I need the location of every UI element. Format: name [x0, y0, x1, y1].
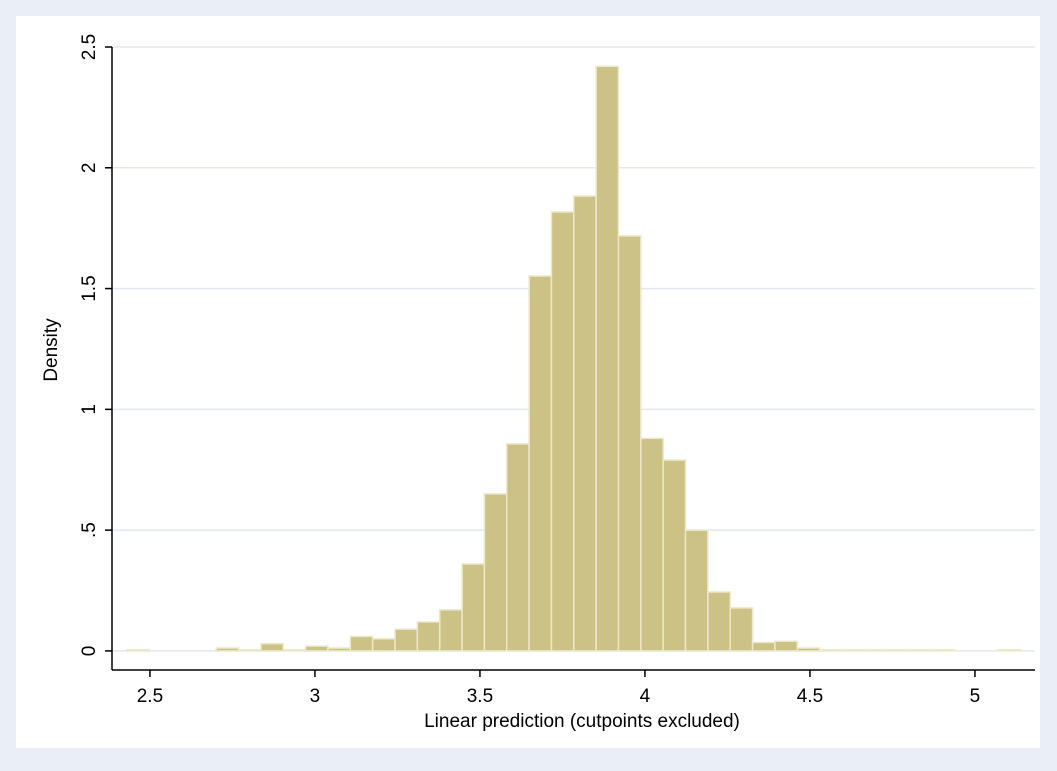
y-tick-label: .5: [79, 522, 100, 538]
bar: [505, 443, 530, 652]
y-axis-label: Density: [41, 318, 62, 382]
bar: [260, 642, 285, 652]
bar: [282, 648, 307, 652]
bar: [573, 195, 597, 652]
x-tick-label: 2.5: [137, 686, 163, 707]
x-tick-label: 4.5: [797, 686, 823, 707]
bar: [796, 647, 821, 652]
x-tick-label: 5: [970, 686, 981, 707]
bar: [528, 275, 553, 652]
y-tick-label: 1.5: [79, 275, 100, 301]
bar: [438, 609, 463, 652]
bar: [729, 607, 754, 652]
bar: [327, 647, 352, 652]
x-tick-label: 3: [310, 686, 321, 707]
bar: [841, 648, 866, 652]
y-tick-label: 2: [79, 162, 100, 173]
x-axis-label: Linear prediction (cutpoints excluded): [424, 711, 740, 732]
y-tick-label: 1: [79, 404, 100, 415]
bar: [371, 638, 396, 652]
bar: [126, 648, 150, 652]
bar: [550, 211, 575, 652]
bar: [617, 235, 642, 652]
bar: [997, 648, 1022, 652]
bar: [930, 648, 955, 652]
bar: [818, 648, 843, 652]
bar: [416, 621, 441, 652]
bar: [751, 641, 776, 652]
bar: [483, 493, 508, 652]
bar: [908, 648, 933, 652]
x-tick-label: 3.5: [467, 686, 493, 707]
x-tick-label: 4: [640, 686, 651, 707]
bar: [595, 65, 620, 652]
bar: [707, 591, 731, 652]
bar: [684, 529, 709, 652]
y-tick-label: 0: [79, 646, 100, 657]
y-tick-label: 2.5: [79, 34, 100, 60]
bar: [304, 645, 329, 652]
bar: [863, 648, 888, 652]
bar: [237, 648, 262, 652]
bar: [885, 648, 910, 652]
bar: [461, 563, 486, 652]
bar: [640, 437, 664, 652]
bar: [662, 459, 687, 652]
bar: [774, 640, 799, 652]
bar: [215, 647, 240, 652]
bar: [394, 628, 419, 652]
bar: [349, 635, 374, 652]
